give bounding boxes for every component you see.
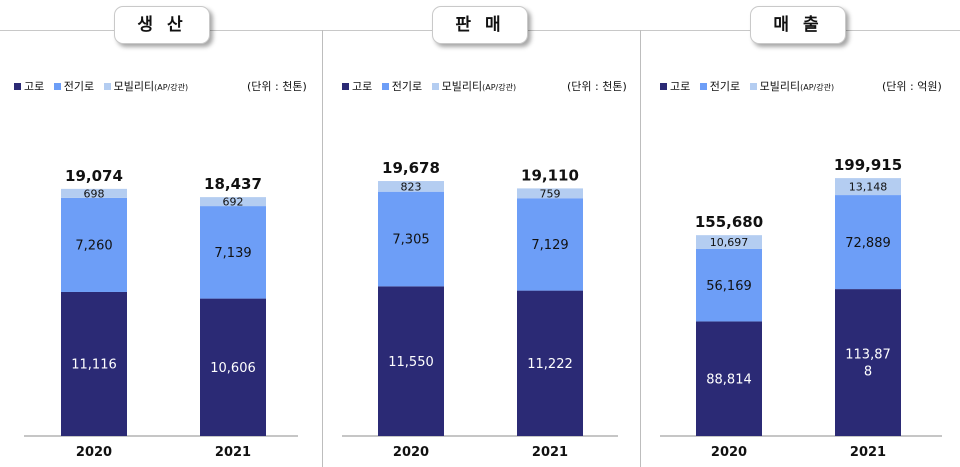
data-label-mobility: 759: [540, 187, 561, 200]
bar-chart-svg: 11,116 7,260 698 19,074 2020 10,606 7,139 692 18…: [24, 167, 298, 460]
bar-segment-mobility: [200, 197, 266, 207]
legend-item-electric: 전기로: [53, 78, 94, 94]
panel-separator: [322, 30, 323, 467]
data-label-mobility: 10,697: [710, 236, 749, 249]
chart-panel-revenue: 매 출 고로 전기로 모빌리티(AP/강관) (단위 : 억원) 88,814 5…: [640, 0, 960, 467]
unit-label: (단위 : 천톤): [247, 80, 307, 93]
x-tick-label: 2021: [215, 445, 251, 460]
legend-swatch: [749, 82, 757, 90]
bar-segment-furnace: [696, 321, 762, 436]
legend-item-electric: 전기로: [699, 78, 740, 94]
bar-chart-svg: 11,550 7,305 823 19,678 2020 11,222 7,129 759 19…: [342, 159, 618, 460]
bar-segment-furnace: [517, 290, 583, 436]
bar-segment-electric: [61, 197, 127, 292]
unit-label: (단위 : 억원): [882, 80, 942, 93]
legend-swatch: [431, 82, 439, 90]
bar-segment-furnace: [200, 298, 266, 436]
chart-panel-sales: 판 매 고로 전기로 모빌리티(AP/강관) (단위 : 천톤) 11,550 7…: [322, 0, 640, 467]
bar-segment-electric: [696, 248, 762, 322]
legend-swatch: [103, 82, 111, 90]
data-label-mobility: 13,148: [849, 181, 888, 194]
chart-panel-production: 생 산 고로 전기로 모빌리티(AP/강관) (단위 : 천톤) 11,116 7…: [0, 0, 322, 467]
legend: 고로 전기로 모빌리티(AP/강관): [660, 78, 840, 94]
total-label: 155,680: [695, 213, 763, 231]
data-label-mobility: 692: [223, 196, 244, 209]
total-label: 19,678: [382, 159, 440, 177]
legend-item-furnace: 고로: [342, 78, 372, 94]
panel-title: 판 매: [432, 6, 528, 44]
legend-swatch: [53, 82, 61, 90]
legend-swatch: [381, 82, 389, 90]
legend-item-mobility: 모빌리티(AP/강관): [749, 78, 834, 94]
bar-segment-electric: [517, 198, 583, 291]
total-label: 19,110: [521, 166, 579, 184]
data-label-furnace: 10,606: [210, 361, 256, 376]
total-label: 19,074: [65, 167, 123, 185]
bar-segment-electric: [200, 206, 266, 299]
panel-title: 생 산: [114, 6, 210, 44]
x-tick-label: 2020: [393, 445, 429, 460]
x-tick-label: 2020: [76, 445, 112, 460]
x-tick-label: 2021: [532, 445, 568, 460]
legend-item-furnace: 고로: [660, 78, 690, 94]
data-label-furnace: 113,87: [845, 348, 891, 363]
data-label-furnace: 11,550: [388, 355, 434, 370]
total-label: 199,915: [834, 156, 902, 174]
bar-segment-mobility: [835, 178, 901, 196]
legend: 고로 전기로 모빌리티(AP/강관): [342, 78, 522, 94]
data-label-furnace: 11,222: [527, 357, 573, 372]
data-label-electric: 7,129: [531, 238, 568, 253]
data-label-furnace: 8: [864, 365, 872, 380]
legend-item-mobility: 모빌리티(AP/강관): [431, 78, 516, 94]
x-tick-label: 2020: [711, 445, 747, 460]
bar-chart-svg: 88,814 56,169 10,697 155,680 2020 113,87 8 72,8…: [660, 156, 942, 460]
legend-swatch: [660, 82, 667, 90]
total-label: 18,437: [204, 175, 262, 193]
panel-title: 매 출: [750, 6, 846, 44]
legend-item-electric: 전기로: [381, 78, 422, 94]
bar-segment-furnace: [61, 291, 127, 436]
legend-item-furnace: 고로: [14, 78, 44, 94]
data-label-mobility: 823: [401, 180, 422, 193]
data-label-electric: 7,139: [214, 246, 251, 261]
data-label-electric: 56,169: [706, 279, 752, 294]
bar-segment-mobility: [517, 188, 583, 199]
bar-segment-furnace: [378, 286, 444, 436]
bar-segment-electric: [835, 195, 901, 290]
legend: 고로 전기로 모빌리티(AP/강관): [14, 78, 194, 94]
bar-segment-mobility: [61, 188, 127, 198]
legend-swatch: [342, 82, 349, 90]
bar-segment-mobility: [696, 235, 762, 249]
x-tick-label: 2021: [850, 445, 886, 460]
data-label-furnace: 11,116: [71, 358, 117, 373]
data-label-furnace: 88,814: [706, 372, 752, 387]
panel-separator: [640, 30, 641, 467]
bar-segment-mobility: [378, 181, 444, 192]
data-label-electric: 7,305: [392, 233, 429, 248]
legend-item-mobility: 모빌리티(AP/강관): [103, 78, 188, 94]
data-label-electric: 7,260: [75, 239, 112, 254]
data-label-electric: 72,889: [845, 236, 891, 251]
data-label-mobility: 698: [84, 187, 105, 200]
unit-label: (단위 : 천톤): [567, 80, 627, 93]
bar-segment-furnace: [835, 289, 901, 436]
legend-swatch: [14, 82, 21, 90]
legend-swatch: [699, 82, 707, 90]
bar-segment-electric: [378, 191, 444, 287]
